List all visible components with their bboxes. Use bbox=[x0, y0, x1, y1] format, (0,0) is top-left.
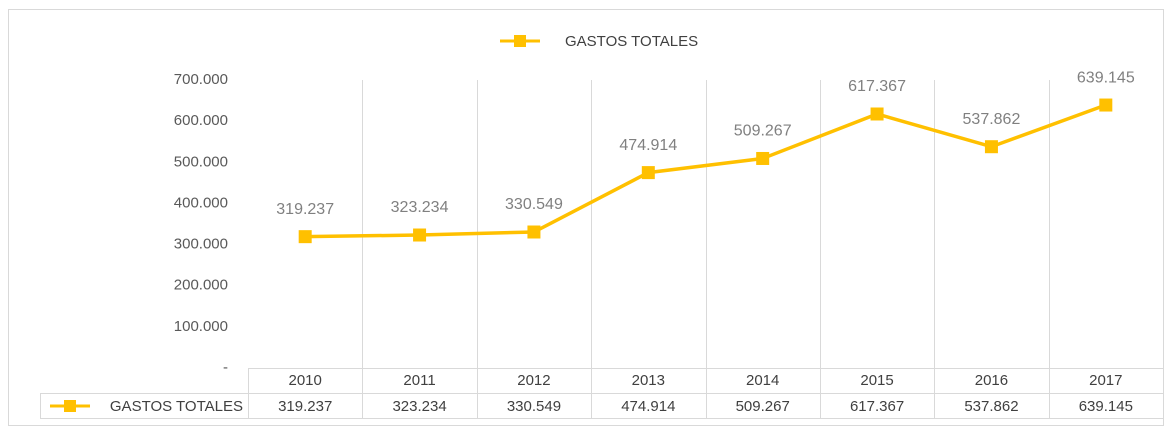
point bbox=[756, 151, 770, 165]
table-value: 509.267 bbox=[736, 398, 790, 415]
series-line bbox=[305, 103, 1107, 239]
legend-marker bbox=[514, 35, 526, 47]
table-category: 2012 bbox=[517, 372, 550, 389]
point bbox=[298, 230, 312, 244]
data-label: 474.914 bbox=[619, 137, 677, 154]
point bbox=[641, 166, 655, 180]
data-label: 537.862 bbox=[963, 111, 1021, 128]
y-tick-label: 500.000 bbox=[174, 153, 228, 170]
table-category: 2013 bbox=[632, 372, 665, 389]
y-tick-label: - bbox=[223, 359, 228, 376]
table-value: 330.549 bbox=[507, 398, 561, 415]
table-value: 639.145 bbox=[1079, 398, 1133, 415]
point bbox=[1099, 98, 1113, 112]
data-label: 319.237 bbox=[276, 201, 334, 218]
point bbox=[527, 225, 541, 239]
y-tick-label: 400.000 bbox=[174, 194, 228, 211]
table-category: 2010 bbox=[289, 372, 322, 389]
data-label: 323.234 bbox=[391, 199, 449, 216]
chart-border bbox=[8, 9, 1164, 426]
table-value: 537.862 bbox=[964, 398, 1018, 415]
y-tick-label: 700.000 bbox=[174, 71, 228, 88]
data-label: 330.549 bbox=[505, 196, 563, 213]
table-series-name: GASTOS TOTALES bbox=[110, 398, 243, 415]
point bbox=[870, 107, 884, 121]
table-category: 2016 bbox=[975, 372, 1008, 389]
data-label: 509.267 bbox=[734, 123, 792, 140]
table-value: 323.234 bbox=[392, 398, 446, 415]
point bbox=[984, 140, 998, 154]
table-value: 474.914 bbox=[621, 398, 675, 415]
y-tick-label: 300.000 bbox=[174, 236, 228, 253]
table-category: 2011 bbox=[403, 372, 435, 389]
y-tick-label: 600.000 bbox=[174, 112, 228, 129]
table-value: 319.237 bbox=[278, 398, 332, 415]
data-label: 639.145 bbox=[1077, 69, 1135, 86]
legend-label: GASTOS TOTALES bbox=[565, 33, 698, 50]
point bbox=[413, 228, 427, 242]
table-value: 617.367 bbox=[850, 398, 904, 415]
table-category: 2015 bbox=[860, 372, 893, 389]
y-tick-label: 100.000 bbox=[174, 318, 228, 335]
data-label: 617.367 bbox=[848, 78, 906, 95]
table-category: 2017 bbox=[1089, 372, 1122, 389]
table-category: 2014 bbox=[746, 372, 779, 389]
y-tick-label: 200.000 bbox=[174, 277, 228, 294]
table-legend-marker bbox=[64, 400, 76, 412]
